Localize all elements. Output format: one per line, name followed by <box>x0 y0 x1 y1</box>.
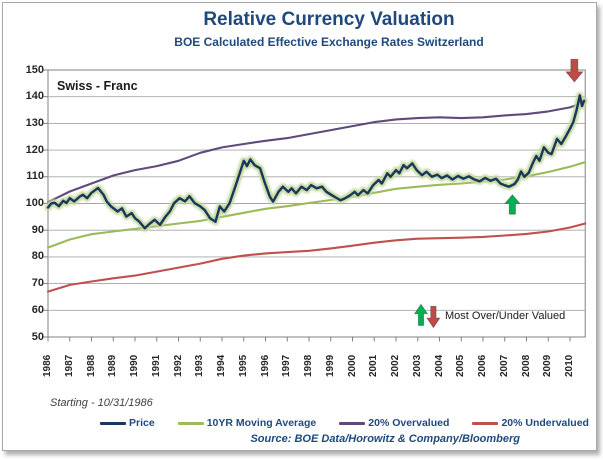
legend-label: 20% Undervalued <box>501 417 589 429</box>
x-tick-label: 2006 <box>477 354 488 377</box>
y-tick-label: 140 <box>25 90 44 103</box>
y-tick-label: 120 <box>25 143 44 156</box>
legend-line-swatch <box>472 421 499 425</box>
legend-line-swatch <box>177 421 204 425</box>
x-tick-label: 1994 <box>216 354 227 377</box>
x-tick-label: 2009 <box>542 354 554 377</box>
x-tick-label: 1987 <box>63 354 75 377</box>
key-arrow-down-icon <box>426 305 441 329</box>
legend-line-swatch <box>100 421 126 425</box>
y-tick-label: 80 <box>31 250 44 263</box>
x-tick-label: 1986 <box>42 354 53 377</box>
legend-label: Price <box>129 417 155 429</box>
legend-line-swatch <box>339 421 366 425</box>
chart-title: Relative Currency Valuation <box>203 9 455 30</box>
chart-subtitle: BOE Calculated Effective Exchange Rates … <box>174 35 484 49</box>
source-credit: Source: BOE Data/Horowitz & Company/Bloo… <box>250 433 520 445</box>
legend: Price 10YR Moving Average 20% Overvalued 20… <box>100 417 589 429</box>
x-tick-label: 1989 <box>107 354 119 377</box>
x-tick-label: 2008 <box>520 354 532 377</box>
x-tick-label: 1988 <box>85 354 97 377</box>
x-tick-label: 1990 <box>129 354 140 377</box>
legend-item-20-undervalued: 20% Undervalued <box>472 417 589 429</box>
y-tick-label: 150 <box>25 63 44 76</box>
y-tick-label: 110 <box>26 170 44 183</box>
peak-arrow-icon <box>565 58 584 83</box>
legend-item-20-overvalued: 20% Overvalued <box>339 417 449 429</box>
series-line-20-undervalued <box>46 222 587 293</box>
x-tick-label: 1999 <box>324 354 336 377</box>
x-tick-label: 2002 <box>390 354 401 377</box>
x-tick-label: 1993 <box>194 354 206 377</box>
x-tick-label: 2000 <box>346 354 358 377</box>
legend-label: 10YR Moving Average <box>206 417 317 429</box>
y-tick-label: 60 <box>31 303 44 316</box>
series-line-20-overvalued <box>46 100 587 204</box>
y-tick-label: 50 <box>31 330 44 343</box>
series-line-price <box>46 94 586 230</box>
x-tick-label: 1998 <box>303 354 314 377</box>
x-tick-label: 1997 <box>281 354 293 377</box>
legend-item-10yr-moving-average: 10YR Moving Average <box>177 417 317 429</box>
x-tick-label: 1995 <box>237 354 249 377</box>
x-tick-label: 1992 <box>172 354 184 377</box>
y-tick-label: 90 <box>31 223 44 236</box>
x-tick-label: 2005 <box>455 354 467 377</box>
currency-label: Swiss - Franc <box>57 79 138 93</box>
x-tick-label: 2007 <box>498 354 510 377</box>
y-tick-label: 70 <box>31 277 44 290</box>
start-date-note: Starting - 10/31/1986 <box>50 397 153 409</box>
legend-label: 20% Overvalued <box>368 417 450 429</box>
x-tick-label: 2003 <box>411 354 423 377</box>
annotation-label: Most Over/Under Valued <box>445 310 566 322</box>
x-tick-label: 2001 <box>368 354 380 377</box>
legend-item-price: Price <box>100 417 155 429</box>
x-tick-label: 1991 <box>150 354 162 377</box>
x-tick-label: 2004 <box>433 354 445 377</box>
y-tick-label: 100 <box>25 197 44 209</box>
x-tick-label: 2010 <box>564 354 575 377</box>
key-arrow-up-icon <box>413 303 429 326</box>
trough-arrow-icon <box>504 194 521 215</box>
y-tick-label: 130 <box>25 116 44 129</box>
x-tick-label: 1996 <box>259 354 271 377</box>
